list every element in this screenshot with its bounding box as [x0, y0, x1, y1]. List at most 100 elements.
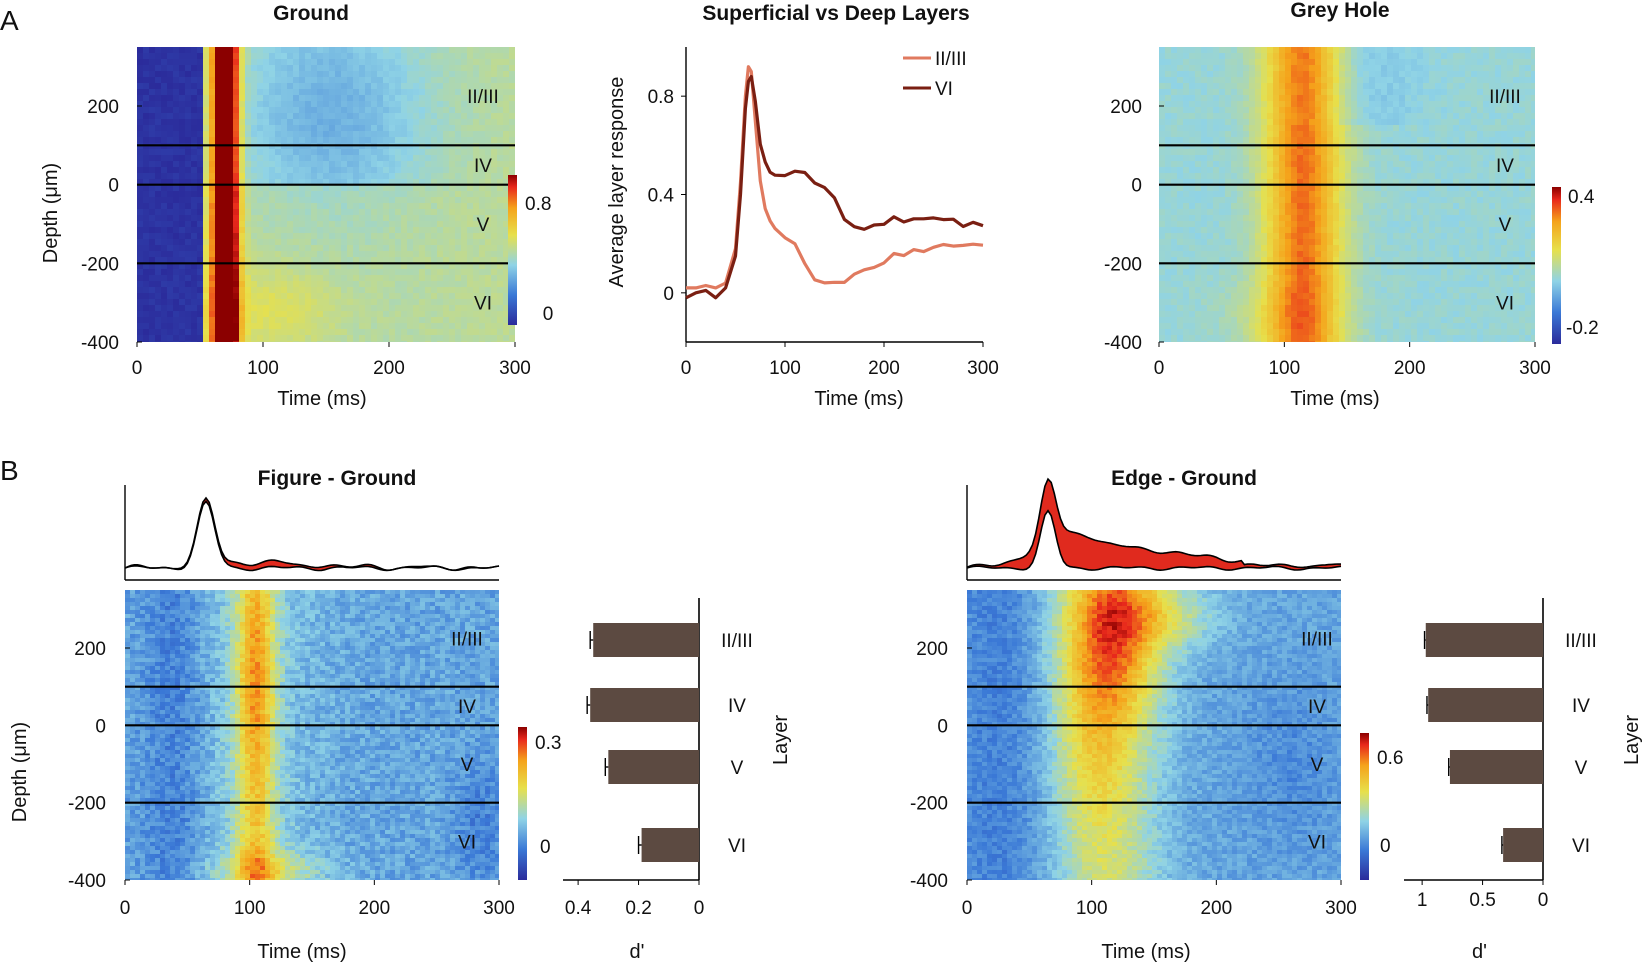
heatmap-cell — [1225, 113, 1232, 120]
heatmap-cell — [1243, 113, 1250, 120]
heatmap-cell — [137, 281, 144, 288]
heatmap-cell — [1177, 131, 1184, 138]
x-tick-label: 300 — [967, 358, 999, 379]
heatmap-cell — [371, 269, 378, 276]
heatmap-cell — [209, 299, 216, 306]
heatmap-cell — [263, 281, 270, 288]
heatmap-cell — [1243, 155, 1250, 162]
heatmap-cell — [443, 83, 450, 90]
heatmap-cell — [317, 65, 324, 72]
heatmap-cell — [239, 53, 246, 60]
heatmap-cell — [185, 221, 192, 228]
heatmap-cell — [449, 203, 456, 210]
heatmap-cell — [209, 47, 216, 54]
heatmap-cell — [371, 65, 378, 72]
heatmap-cell — [1357, 197, 1364, 204]
heatmap-cell — [491, 137, 498, 144]
heatmap-cell — [479, 119, 486, 126]
heatmap-cell — [1225, 299, 1232, 306]
heatmap-cell — [269, 269, 276, 276]
heatmap-cell — [251, 107, 258, 114]
heatmap-cell — [419, 323, 426, 330]
heatmap-cell — [281, 323, 288, 330]
heatmap-cell — [1213, 83, 1220, 90]
heatmap-cell — [1195, 89, 1202, 96]
heatmap-cell — [1345, 281, 1352, 288]
heatmap-cell — [251, 101, 258, 108]
heatmap-cell — [179, 215, 186, 222]
heatmap-cell — [1177, 221, 1184, 228]
heatmap-cell — [293, 131, 300, 138]
heatmap-cell — [491, 209, 498, 216]
heatmap-cell — [269, 101, 276, 108]
heatmap-cell — [1213, 239, 1220, 246]
heatmap-cell — [1267, 317, 1274, 324]
heatmap-cell — [1351, 137, 1358, 144]
heatmap-cell — [149, 197, 156, 204]
heatmap-cell — [1177, 335, 1184, 342]
heatmap-cell — [233, 137, 240, 144]
heatmap-cell — [299, 107, 306, 114]
heatmap-cell — [1345, 215, 1352, 222]
heatmap-cell — [1255, 335, 1262, 342]
heatmap-cell — [1243, 203, 1250, 210]
heatmap-cell — [1177, 269, 1184, 276]
heatmap-cell — [179, 275, 186, 282]
heatmap-cell — [1249, 335, 1256, 342]
heatmap-cell — [1339, 77, 1346, 84]
heatmap-cell — [281, 251, 288, 258]
heatmap-cell — [1357, 173, 1364, 180]
heatmap-cell — [161, 47, 168, 54]
heatmap-cell — [1321, 53, 1328, 60]
heatmap-cell — [347, 209, 354, 216]
heatmap-cell — [1243, 209, 1250, 216]
heatmap-cell — [1165, 83, 1172, 90]
heatmap-cell — [209, 215, 216, 222]
heatmap-cell — [281, 137, 288, 144]
heatmap-cell — [143, 173, 150, 180]
heatmap-cell — [449, 287, 456, 294]
heatmap-cell — [1363, 161, 1370, 168]
heatmap-cell — [437, 299, 444, 306]
heatmap-cell — [1213, 251, 1220, 258]
heatmap-cell — [305, 317, 312, 324]
heatmap-cell — [191, 251, 198, 258]
heatmap-cell — [1183, 233, 1190, 240]
heatmap-cell — [1207, 101, 1214, 108]
heatmap-cell — [275, 47, 282, 54]
heatmap-cell — [401, 65, 408, 72]
heatmap-cell — [1171, 119, 1178, 126]
heatmap-cell — [161, 227, 168, 234]
heatmap-cell — [203, 191, 210, 198]
heatmap-cell — [1321, 59, 1328, 66]
heatmap-cell — [185, 239, 192, 246]
heatmap-cell — [1207, 173, 1214, 180]
heatmap-cell — [329, 113, 336, 120]
heatmap-cell — [1159, 323, 1166, 330]
heatmap-cell — [335, 95, 342, 102]
heatmap-cell — [275, 71, 282, 78]
heatmap-cell — [179, 239, 186, 246]
heatmap-cell — [467, 281, 474, 288]
heatmap-cell — [509, 53, 515, 60]
heatmap-cell — [1201, 113, 1208, 120]
heatmap-cell — [203, 221, 210, 228]
heatmap-cell — [383, 53, 390, 60]
heatmap-cell — [1285, 131, 1292, 138]
heatmap-cell — [305, 227, 312, 234]
heatmap-cell — [179, 185, 186, 192]
heatmap-cell — [1195, 125, 1202, 132]
heatmap-cell — [179, 173, 186, 180]
heatmap-cell — [239, 137, 246, 144]
heatmap-cell — [269, 77, 276, 84]
heatmap-cell — [359, 323, 366, 330]
heatmap-cell — [1177, 305, 1184, 312]
heatmap-cell — [1369, 131, 1376, 138]
heatmap-cell — [1183, 305, 1190, 312]
heatmap-cell — [1261, 335, 1268, 342]
heatmap-cell — [497, 155, 504, 162]
heatmap-cell — [395, 341, 402, 342]
heatmap-cell — [209, 161, 216, 168]
heatmap-cell — [155, 293, 162, 300]
heatmap-cell — [371, 203, 378, 210]
